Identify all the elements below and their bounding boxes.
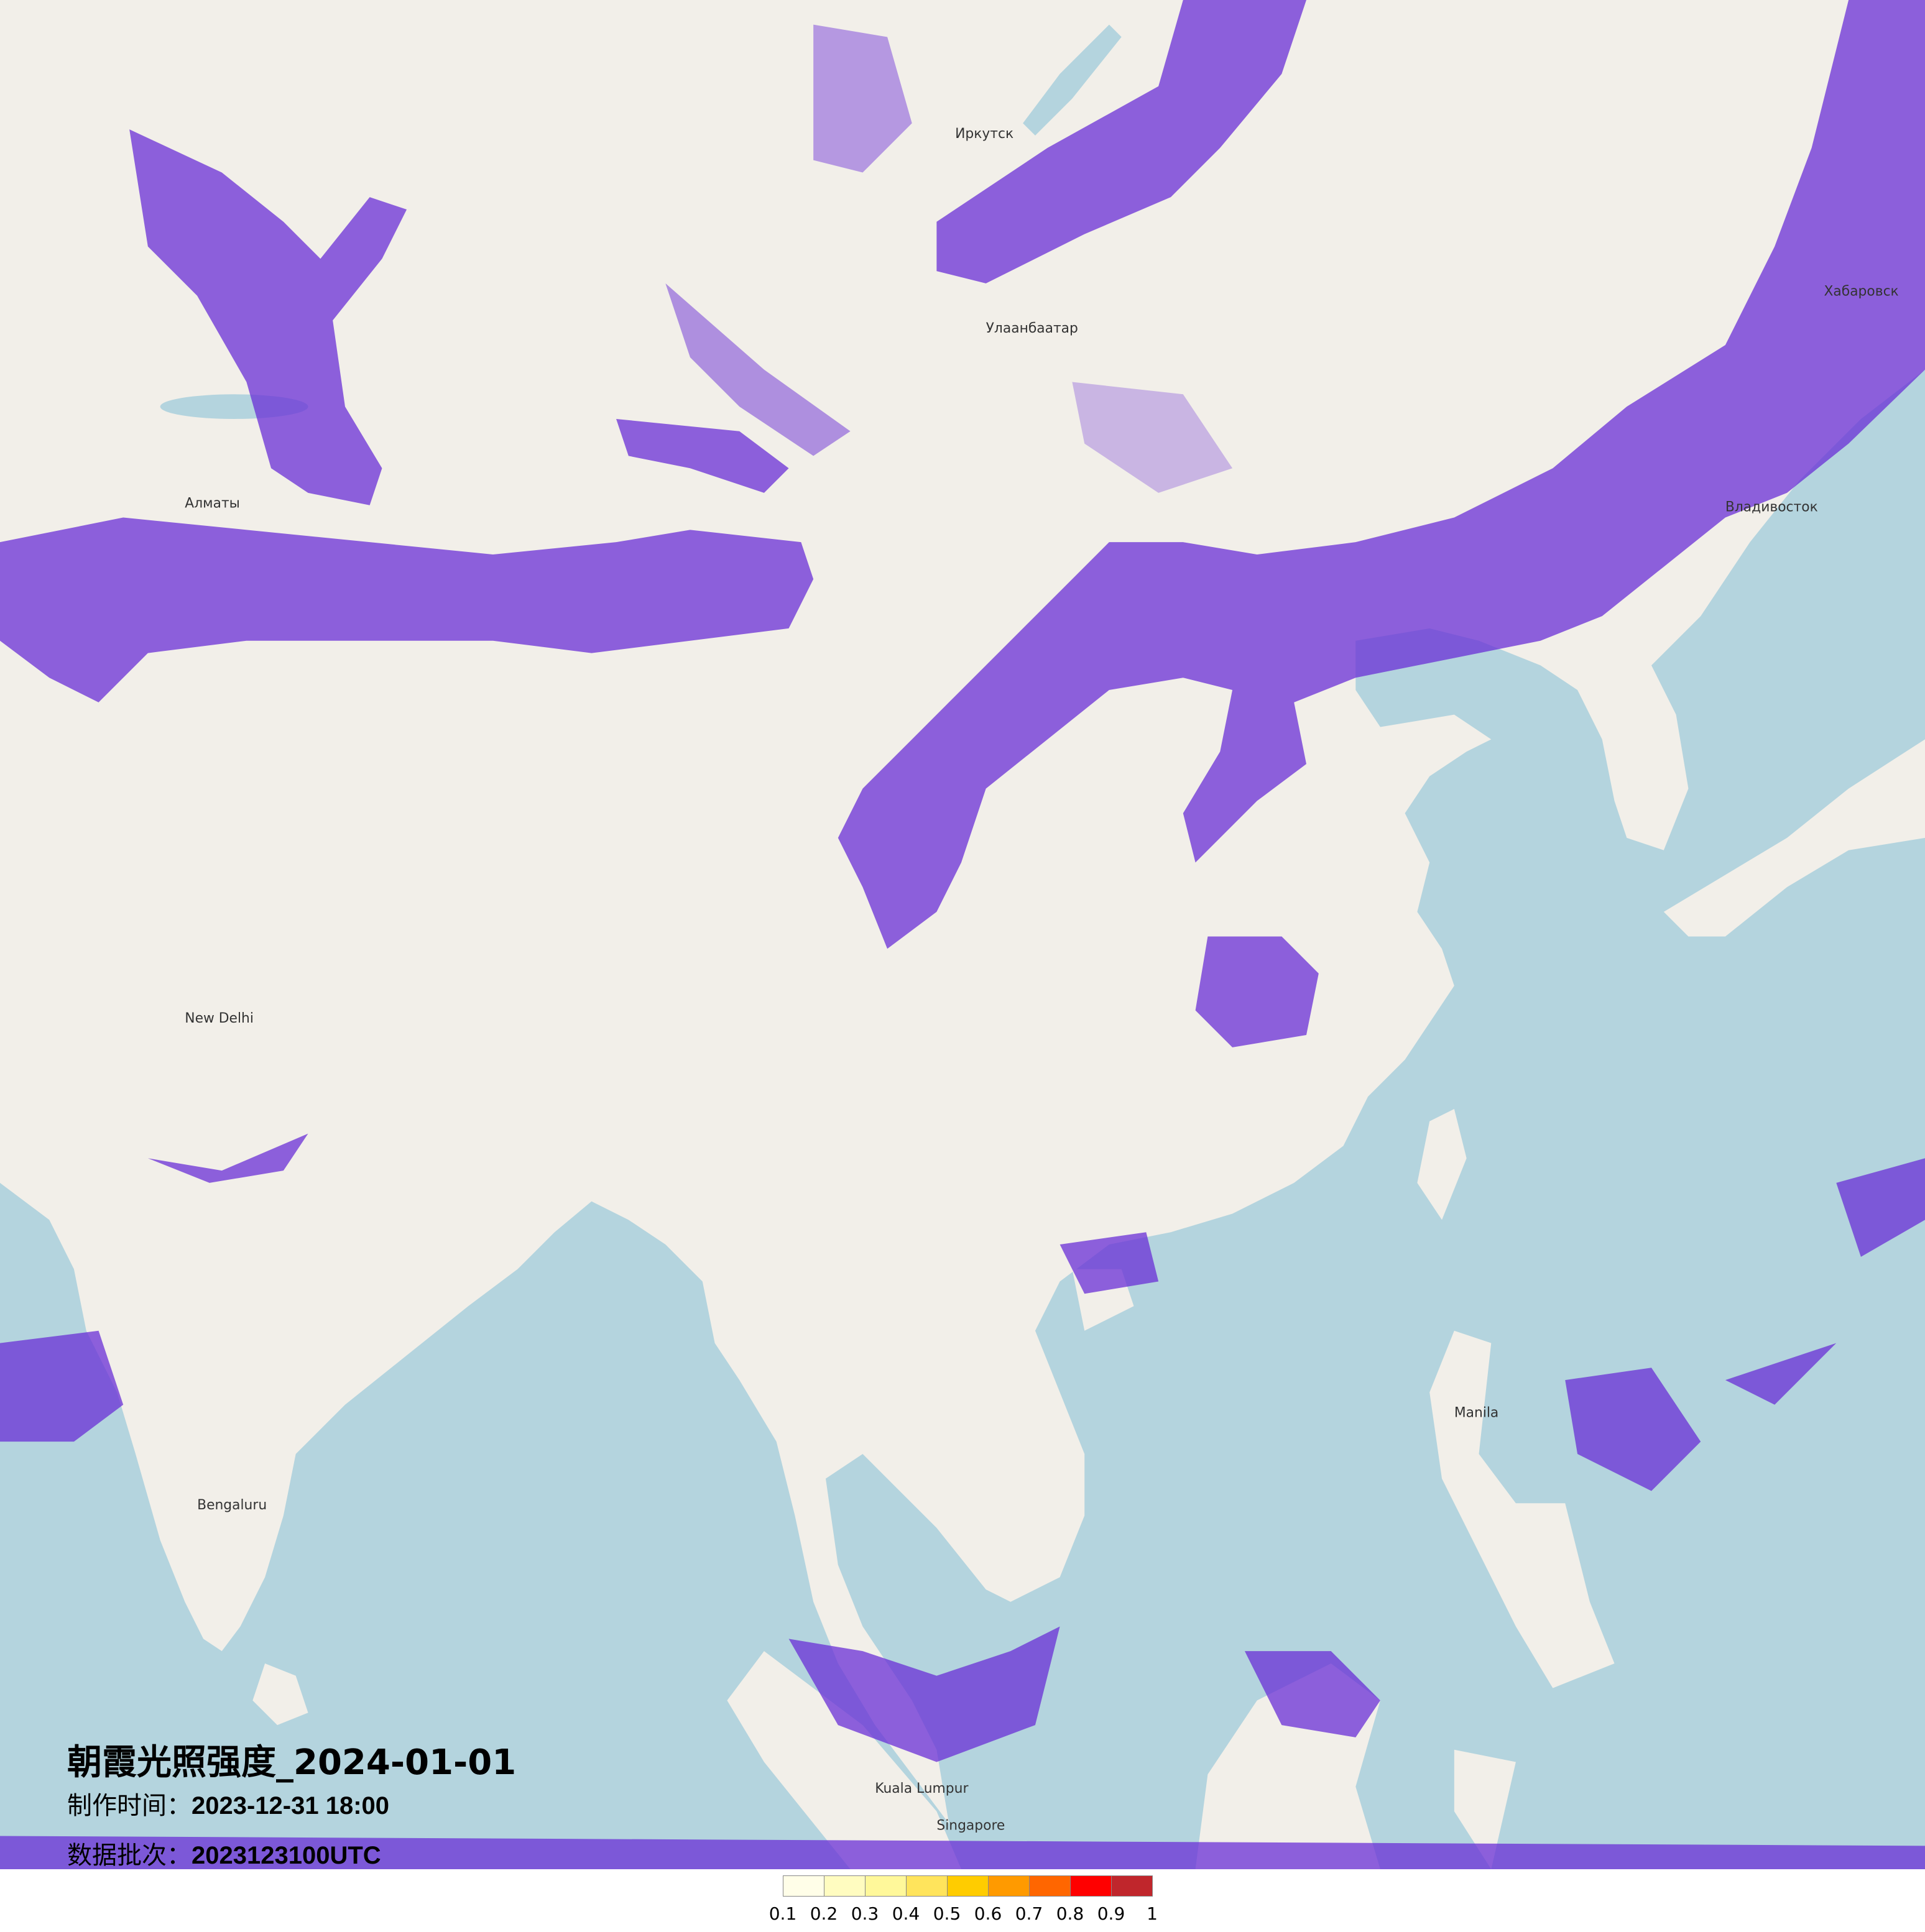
sulawesi [1454, 1749, 1516, 1869]
sumatra [727, 1651, 962, 1869]
glow-region-north-china [838, 0, 1925, 949]
production-time: 制作时间：2023-12-31 18:00 [67, 1785, 389, 1821]
glow-region-south-strip [0, 1836, 1925, 1869]
legend-swatch [1112, 1876, 1152, 1896]
production-time-label: 制作时间： [67, 1792, 192, 1820]
map[interactable]: Улаанбаатар Хабаровск Владивосток New De… [0, 0, 1925, 1869]
legend-swatch [866, 1876, 907, 1896]
data-batch: 数据批次：2023123100UTC [67, 1835, 381, 1871]
legend-tick-label: 0.8 [1056, 1903, 1084, 1924]
glow-region-inner-mongolia [1072, 382, 1233, 493]
glow-region-mongolia-1 [616, 418, 789, 493]
legend-tick-label: 1 [1147, 1903, 1158, 1924]
city-label: Иркутск [955, 126, 1013, 142]
glow-region-mongolia-2 [665, 283, 851, 456]
legend-tick-label: 0.7 [1015, 1903, 1043, 1924]
glow-region-pacific-1 [1565, 1368, 1701, 1491]
legend-swatch [907, 1876, 948, 1896]
map-title: 朝霞光照强度_2024-01-01 [67, 1742, 517, 1783]
taiwan [1417, 1108, 1467, 1220]
city-label: Kuala Lumpur [875, 1781, 968, 1796]
city-label: Bengaluru [197, 1497, 267, 1513]
city-label: New Delhi [185, 1011, 254, 1026]
legend-tick-label: 0.2 [810, 1903, 838, 1924]
city-labels: Улаанбаатар Хабаровск Владивосток New De… [185, 126, 1898, 1834]
legend-swatch [783, 1876, 824, 1896]
data-batch-value: 2023123100UTC [192, 1842, 381, 1869]
legend-swatch [948, 1876, 989, 1896]
legend-tick-label: 0.1 [769, 1903, 797, 1924]
glow-region-guangxi [1059, 1232, 1159, 1294]
city-label: Владивосток [1725, 500, 1818, 515]
sri-lanka [252, 1663, 308, 1726]
glow-region-central-china [1195, 936, 1319, 1047]
city-label: Хабаровск [1824, 284, 1898, 300]
legend-tick-label: 0.6 [974, 1903, 1002, 1924]
legend-tick-label: 0.4 [892, 1903, 920, 1924]
glow-region-central-asia [0, 517, 814, 702]
glow-region-india-central [147, 1133, 308, 1183]
legend-swatch [989, 1876, 1030, 1896]
glow-region-altai [813, 24, 912, 173]
legend-tick-label: 0.5 [933, 1903, 961, 1924]
sunrise-glow-overlay [0, 0, 1925, 1869]
city-label: Алматы [185, 496, 240, 512]
lake-baikal [1023, 24, 1122, 136]
glow-region-pacific-2 [1725, 1343, 1837, 1405]
philippines [1429, 1330, 1615, 1688]
legend-swatch [824, 1876, 866, 1896]
legend-tick-label: 0.3 [851, 1903, 879, 1924]
color-legend [783, 1875, 1153, 1897]
glow-region-india-west [0, 1330, 124, 1442]
glow-region-pacific-3 [1836, 1158, 1925, 1257]
legend-swatch [1071, 1876, 1112, 1896]
data-batch-label: 数据批次： [67, 1841, 192, 1870]
legend-tick-label: 0.9 [1097, 1903, 1125, 1924]
japan [1663, 739, 1925, 937]
glow-region-borneo [1244, 1651, 1380, 1737]
production-time-value: 2023-12-31 18:00 [192, 1792, 390, 1819]
legend-swatch [1030, 1876, 1071, 1896]
glow-region-kazakhstan [129, 129, 407, 505]
glow-region-baikal [936, 0, 1306, 283]
city-label: Singapore [936, 1818, 1005, 1834]
city-label: Manila [1454, 1405, 1498, 1421]
glow-region-malaya [788, 1626, 1060, 1762]
sea [0, 369, 1925, 1869]
city-label: Улаанбаатар [986, 321, 1078, 336]
